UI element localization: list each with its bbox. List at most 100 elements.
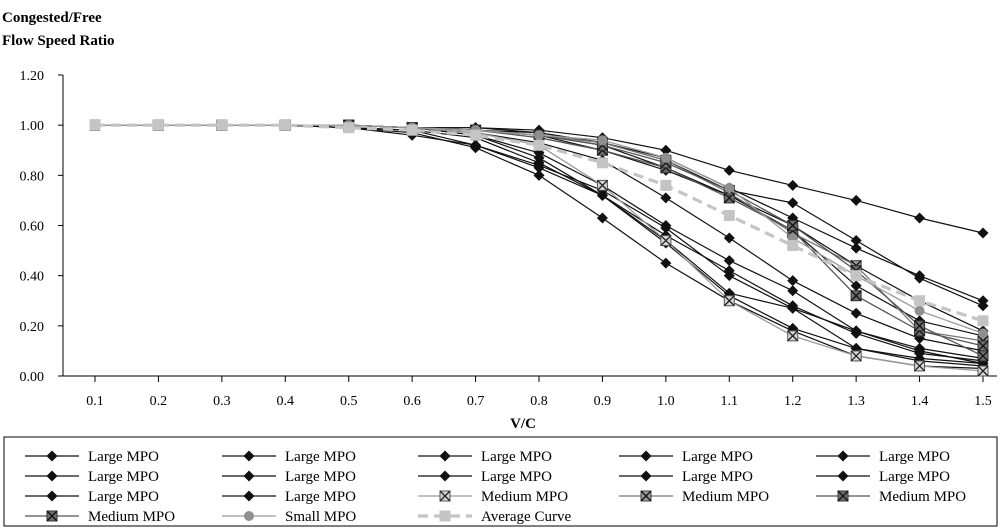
legend-item: Large MPO	[25, 489, 159, 505]
data-point	[470, 129, 482, 141]
x-tick-label: 1.3	[847, 394, 865, 409]
data-point	[724, 182, 735, 193]
legend-box	[3, 436, 998, 527]
legend-label: Large MPO	[88, 469, 159, 485]
y-tick-label: 0.40	[20, 270, 45, 285]
legend-label: Large MPO	[285, 469, 356, 485]
data-point	[533, 139, 545, 151]
legend-label: Large MPO	[285, 489, 356, 505]
data-point	[914, 305, 925, 316]
legend-label: Large MPO	[682, 469, 753, 485]
legend-marker	[439, 490, 451, 502]
legend-label: Small MPO	[285, 509, 356, 525]
legend-label: Average Curve	[481, 509, 571, 525]
legend-item: Large MPO	[25, 449, 159, 465]
data-point	[660, 234, 672, 247]
data-point	[850, 350, 862, 362]
legend-item: Average Curve	[418, 509, 571, 525]
legend-item: Medium MPO	[619, 489, 769, 505]
data-point	[596, 212, 608, 224]
legend-label: Medium MPO	[88, 509, 175, 525]
data-point	[787, 330, 799, 342]
plot-area	[89, 119, 989, 377]
series-18	[89, 119, 989, 327]
x-tick-label: 0.4	[277, 394, 295, 409]
data-point	[977, 350, 989, 362]
data-point	[89, 119, 101, 131]
x-tick-label: 0.5	[340, 394, 358, 409]
x-tick-label: 0.1	[86, 394, 104, 409]
data-point	[597, 135, 608, 146]
legend-marker	[244, 511, 254, 521]
x-tick-label: 1.4	[911, 394, 929, 409]
data-point	[660, 257, 672, 269]
x-axis: 0.1 0.2 0.3 0.4 0.5 0.6 0.7 0.8 0.9 1.0 1.1 1.2 1.3 1…	[86, 376, 992, 409]
data-point	[660, 179, 672, 191]
data-point	[850, 194, 862, 206]
y-tick-label: 1.00	[20, 119, 45, 134]
legend-item: Large MPO	[816, 469, 950, 485]
legend-label: Medium MPO	[682, 489, 769, 505]
data-point	[850, 235, 862, 247]
data-point	[279, 119, 291, 131]
data-point	[914, 295, 926, 307]
data-point	[152, 119, 164, 131]
y-tick-label: 0.80	[20, 169, 45, 184]
x-tick-label: 1.0	[657, 394, 675, 409]
data-point	[977, 340, 989, 352]
data-point	[850, 307, 862, 319]
x-axis-title: V/C	[510, 416, 536, 432]
legend-item: Large MPO	[418, 449, 552, 465]
x-tick-label: 0.9	[594, 394, 612, 409]
data-point	[787, 275, 799, 287]
y-axis-title-line-1: Congested/Free	[2, 10, 102, 26]
legend-item: Large MPO	[418, 469, 552, 485]
y-tick-label: 0.00	[20, 370, 45, 385]
data-point	[660, 192, 672, 204]
legend-item: Medium MPO	[418, 489, 568, 505]
x-tick-label: 0.8	[530, 394, 548, 409]
x-tick-label: 1.2	[784, 394, 802, 409]
data-point	[850, 290, 862, 302]
data-point	[660, 152, 671, 163]
data-point	[913, 360, 926, 372]
y-tick-label: 0.60	[20, 220, 45, 235]
x-tick-label: 0.2	[150, 394, 168, 409]
legend-label: Large MPO	[285, 449, 356, 465]
legend-label: Medium MPO	[879, 489, 966, 505]
data-point	[787, 240, 799, 252]
legend-marker	[640, 490, 652, 502]
data-point	[977, 227, 989, 239]
y-tick-label: 1.20	[20, 69, 45, 84]
legend-item: Medium MPO	[816, 489, 966, 505]
x-tick-label: 1.5	[974, 394, 992, 409]
x-tick-label: 0.6	[403, 394, 421, 409]
data-point	[723, 255, 735, 267]
legend-label: Medium MPO	[481, 489, 568, 505]
x-tick-label: 0.3	[213, 394, 231, 409]
data-point	[787, 179, 799, 191]
data-point	[216, 119, 228, 131]
data-point	[596, 157, 608, 169]
data-point	[343, 122, 355, 134]
legend-label: Large MPO	[682, 449, 753, 465]
legend-item: Large MPO	[222, 489, 356, 505]
data-point	[534, 130, 544, 141]
data-point	[723, 232, 735, 244]
legend-marker	[439, 510, 451, 522]
data-point	[787, 219, 799, 232]
legend-item: Medium MPO	[25, 509, 175, 525]
legend-item: Large MPO	[222, 469, 356, 485]
data-point	[787, 197, 799, 209]
y-axis: 0.00 0.20 0.40 0.60 0.80 1.00 1.20	[20, 69, 63, 385]
data-point	[533, 169, 545, 181]
legend-label: Large MPO	[88, 489, 159, 505]
x-tick-label: 1.1	[721, 394, 739, 409]
legend-item: Large MPO	[222, 449, 356, 465]
legend-item: Small MPO	[222, 509, 356, 525]
legend-item: Large MPO	[816, 449, 950, 465]
legend-label: Large MPO	[481, 449, 552, 465]
legend-label: Large MPO	[481, 469, 552, 485]
legend-marker	[837, 490, 849, 502]
